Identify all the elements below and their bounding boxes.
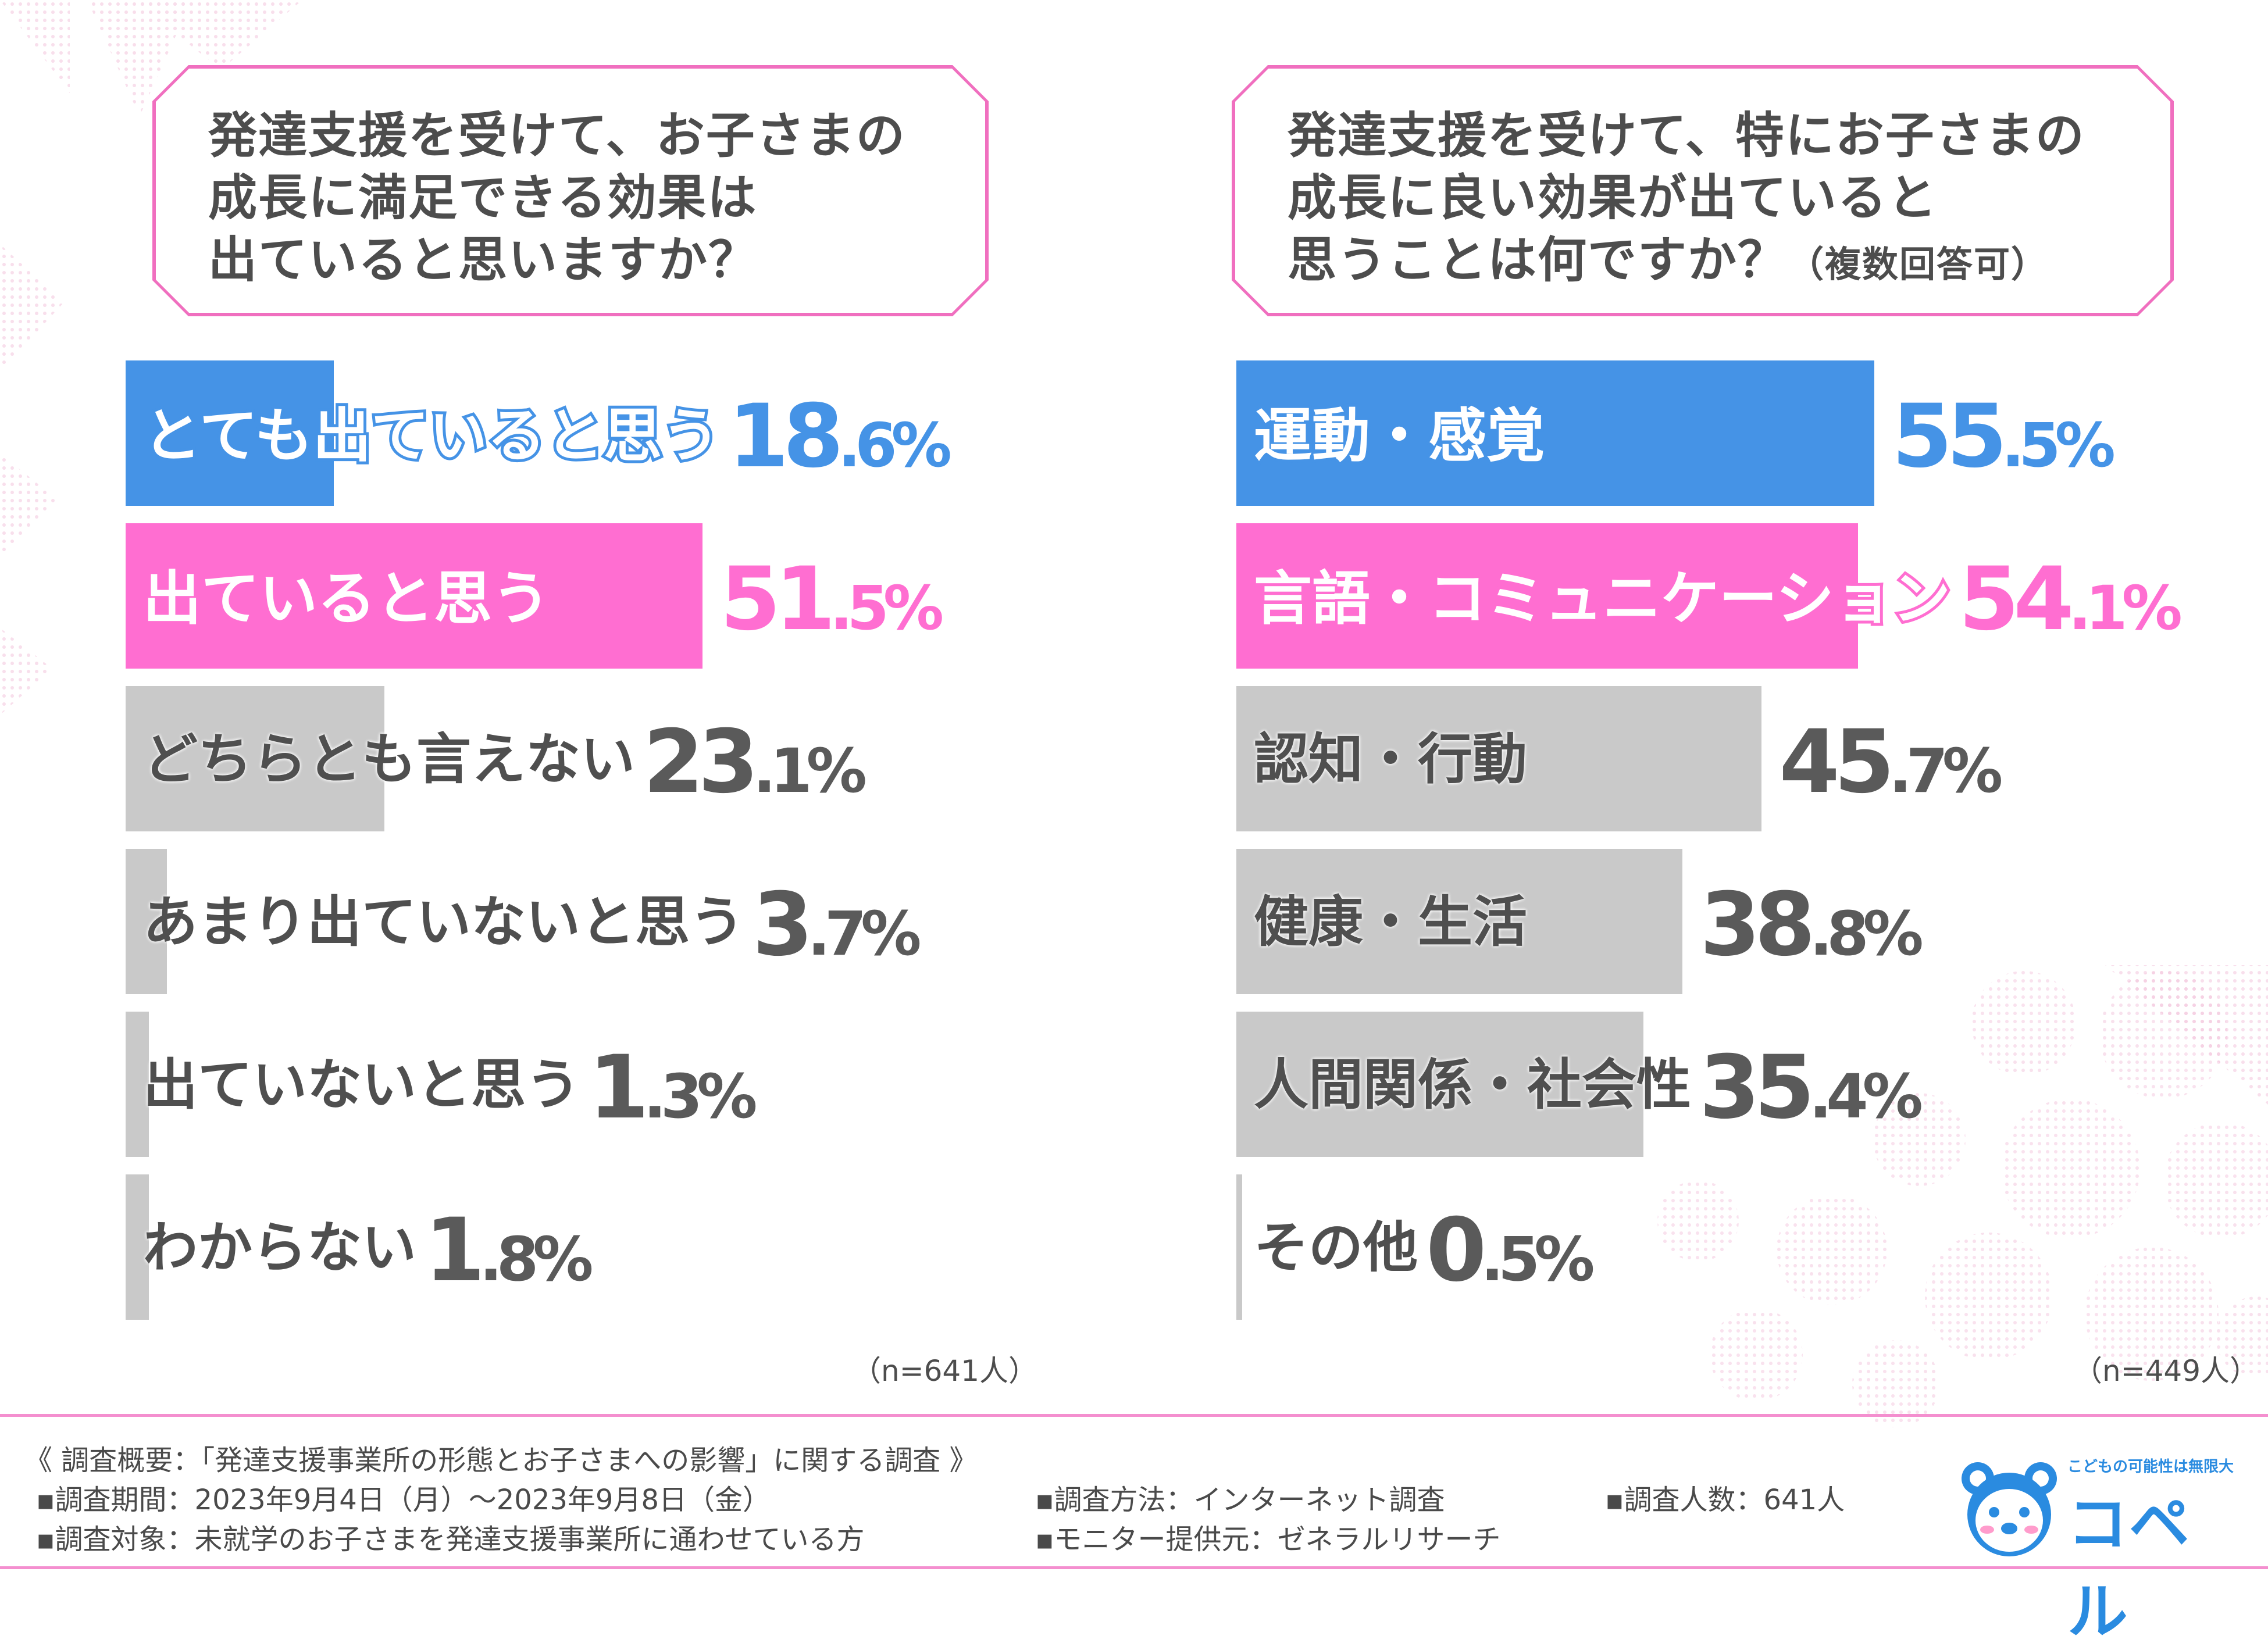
footer-top-divider	[0, 1414, 2268, 1417]
logo-tagline: こどもの可能性は無限大	[2067, 1458, 2234, 1476]
chart-bar	[1236, 1174, 1242, 1320]
chart-bar-label: どちらとも言えない	[143, 728, 636, 791]
value-integer: 45	[1779, 712, 1895, 813]
monitor-provider: ▪モニター提供元：ゼネラルリサーチ	[1035, 1523, 1501, 1556]
chart-value-label: 3.7%	[753, 881, 921, 969]
survey-method: ▪調査方法：インターネット調査	[1035, 1484, 1445, 1516]
right-question-box: 発達支援を受けて、特にお子さまの 成長に良い効果が出ていると 思うことは何ですか…	[1232, 65, 2174, 316]
chart-bar-label: 運動・感覚	[1251, 402, 1547, 470]
value-integer: 3	[753, 874, 813, 976]
chart-bar	[126, 360, 334, 506]
chart-value-label: 0.5%	[1426, 1207, 1595, 1295]
value-integer: 55	[1892, 386, 2007, 487]
chart-value-label: 35.4%	[1699, 1044, 1923, 1132]
value-integer: 35	[1699, 1037, 1815, 1138]
right-sample-size: （n=449人）	[2073, 1354, 2259, 1388]
chart-bar	[126, 849, 167, 994]
left-question-text: 発達支援を受けて、お子さまの 成長に満足できる効果は 出ていると思いますか？	[208, 107, 906, 288]
chart-value-label: 45.7%	[1779, 719, 2003, 806]
chart-value-label: 38.8%	[1700, 881, 1924, 969]
value-decimal: .8%	[1809, 898, 1924, 969]
value-decimal: .6%	[837, 410, 952, 481]
chart-value-label: 18.6%	[728, 393, 952, 481]
chart-bar	[1236, 686, 1762, 831]
footer-bottom-divider	[0, 1566, 2268, 1569]
value-decimal: .5%	[2001, 410, 2116, 481]
background-decoration	[0, 0, 2268, 1427]
chart-bar-label: とても出ていると思う	[140, 402, 723, 470]
survey-footer: 《 調査概要：「発達支援事業所の形態とお子さまへの影響」に関する調査 》 ▪調査…	[0, 1414, 2268, 1570]
chart-value-label: 1.8%	[425, 1207, 593, 1295]
bear-mascot-icon	[1962, 1462, 2057, 1556]
left-sample-size: （n=641人）	[852, 1354, 1038, 1388]
survey-target: ▪調査対象：未就学のお子さまを発達支援事業所に通わせている方	[36, 1523, 865, 1556]
chart-bar	[126, 1174, 149, 1320]
chart-bar	[1236, 849, 1682, 994]
value-decimal: .5%	[1481, 1224, 1595, 1295]
right-question-text: 発達支援を受けて、特にお子さまの 成長に良い効果が出ていると 思うことは何ですか…	[1288, 107, 2085, 288]
chart-bar-label: 認知・行動	[1254, 728, 1528, 791]
right-bar-chart: 運動・感覚 55.5% 言語・コミュニケーション 54.1% 認知・行動 45.7% 健康・…	[1236, 360, 2183, 1320]
chart-value-label: 55.5%	[1892, 393, 2116, 481]
chart-bar-label: その他	[1254, 1216, 1418, 1280]
value-integer: 51	[720, 549, 836, 650]
chart-bar-label: わからない	[143, 1216, 417, 1280]
value-decimal: .4%	[1809, 1061, 1923, 1132]
value-integer: 1	[425, 1200, 485, 1301]
copel-logo: こどもの可能性は無限大 コペル	[1957, 1455, 2234, 1647]
survey-overview: 《 調査概要：「発達支援事業所の形態とお子さまへの影響」に関する調査 》	[24, 1444, 978, 1477]
value-integer: 18	[728, 386, 844, 487]
chart-bar-label: 人間関係・社会性	[1254, 1053, 1692, 1117]
chart-bar-label: 出ていると思う	[140, 565, 553, 633]
chart-bar	[1236, 523, 1859, 669]
value-decimal: .1%	[2068, 573, 2183, 644]
chart-bar	[126, 1012, 149, 1157]
value-integer: 23	[643, 712, 759, 813]
chart-value-label: 51.5%	[720, 556, 944, 644]
value-integer: 38	[1699, 874, 1816, 976]
chart-bar	[126, 523, 703, 669]
logo-name: コペル	[2067, 1488, 2191, 1647]
survey-count: ▪調査人数：641人	[1605, 1484, 1845, 1516]
chart-bar-label: 出ていないと思う	[143, 1053, 581, 1117]
chart-value-label: 54.1%	[1959, 556, 2183, 644]
value-decimal: .1%	[753, 735, 867, 806]
left-question-box: 発達支援を受けて、お子さまの 成長に満足できる効果は 出ていると思いますか？	[152, 65, 989, 316]
chart-bar	[1236, 1012, 1643, 1157]
value-decimal: .3%	[643, 1061, 757, 1132]
chart-value-label: 23.1%	[643, 719, 867, 806]
value-decimal: .8%	[479, 1224, 593, 1295]
chart-bar	[1236, 360, 1875, 506]
value-decimal: .5%	[829, 573, 944, 644]
value-integer: 1	[589, 1037, 649, 1138]
chart-bar-label: 健康・生活	[1254, 891, 1528, 954]
value-decimal: .7%	[807, 898, 921, 969]
chart-bar	[126, 686, 385, 831]
value-integer: 0	[1426, 1200, 1486, 1301]
chart-bar-label: あまり出ていないと思う	[143, 891, 745, 954]
chart-bar-label: 言語・コミュニケーション	[1251, 565, 1953, 633]
left-bar-chart: とても出ていると思う 18.6% 出ていると思う 51.5% どちらとも言えない 23.1…	[126, 360, 952, 1320]
value-decimal: .7%	[1889, 735, 2003, 806]
survey-period: ▪調査期間：2023年9月4日（月）～2023年9月8日（金）	[36, 1484, 771, 1516]
chart-value-label: 1.3%	[589, 1044, 757, 1132]
value-integer: 54	[1959, 549, 2074, 650]
